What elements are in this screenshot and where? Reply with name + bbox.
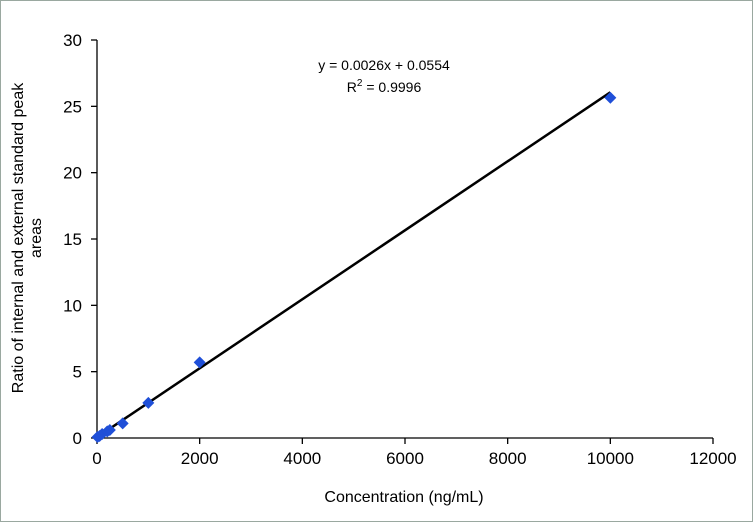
data-point [193, 356, 206, 369]
x-tick-label: 8000 [489, 449, 527, 468]
y-axis-title-line2: areas [28, 218, 45, 258]
y-axis-title: Ratio of internal and external standard … [10, 82, 45, 393]
y-tick-label: 0 [73, 429, 82, 448]
data-point [604, 91, 617, 104]
x-tick-label: 10000 [587, 449, 634, 468]
y-tick-label: 10 [63, 296, 82, 315]
y-axis-title-line1: Ratio of internal and external standard … [10, 82, 27, 393]
data-point [116, 417, 129, 430]
trendline [96, 91, 612, 439]
y-tick-label: 30 [63, 31, 82, 50]
x-ticks: 0 2000 4000 6000 8000 10000 12000 [92, 438, 737, 468]
y-tick-label: 5 [73, 363, 82, 382]
data-point [103, 424, 116, 437]
data-point [142, 396, 155, 409]
axes [96, 40, 713, 439]
x-tick-label: 0 [92, 449, 101, 468]
y-tick-label: 20 [63, 164, 82, 183]
y-ticks: 0 5 10 15 20 25 30 [63, 31, 97, 448]
y-tick-label: 15 [63, 230, 82, 249]
r-squared-prefix: R [347, 79, 357, 95]
x-axis-title: Concentration (ng/mL) [324, 489, 483, 506]
x-tick-label: 4000 [283, 449, 321, 468]
y-tick-label: 25 [63, 97, 82, 116]
x-tick-label: 2000 [181, 449, 219, 468]
r-squared-superscript: 2 [357, 78, 363, 89]
r-squared-value: = 0.9996 [362, 79, 421, 95]
x-tick-label: 6000 [386, 449, 424, 468]
trendline-equation: y = 0.0026x + 0.0554 [318, 57, 450, 73]
x-tick-label: 12000 [689, 449, 736, 468]
r-squared: R2 = 0.9996 [347, 78, 422, 95]
data-points [91, 91, 617, 443]
